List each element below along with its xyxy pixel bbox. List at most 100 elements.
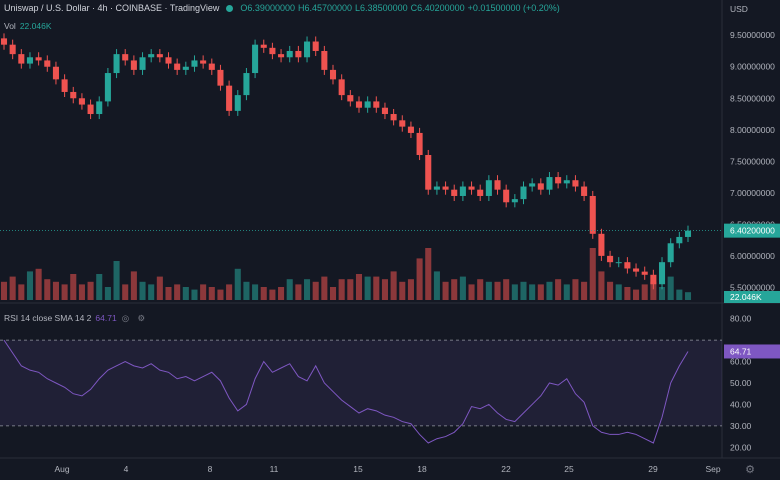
volume-bar	[260, 287, 267, 300]
rsi-tick-label: 80.00	[730, 314, 752, 324]
candle-body	[104, 73, 111, 102]
volume-tag-value: 22.046K	[730, 292, 762, 302]
volume-bar	[416, 258, 423, 300]
volume-bar	[200, 284, 207, 300]
currency-label: USD	[730, 4, 748, 14]
candle-body	[520, 186, 527, 200]
volume-bar	[433, 271, 440, 300]
candle-body	[243, 73, 250, 96]
candle-body	[226, 85, 233, 111]
price-tick-label: 9.50000000	[730, 30, 775, 40]
indicator-settings-icon[interactable]: ◎ ⚙	[121, 313, 149, 323]
volume-bar	[399, 281, 406, 300]
volume-bar	[312, 281, 319, 300]
rsi-value-tag	[724, 344, 780, 359]
volume-bar	[641, 284, 648, 300]
volume-bar	[546, 281, 553, 300]
candle-body	[624, 262, 631, 269]
volume-bar	[113, 261, 120, 300]
candle-body	[295, 50, 302, 58]
volume-bar	[381, 279, 388, 300]
volume-bar	[390, 271, 397, 300]
volume-bar	[529, 284, 536, 300]
grid	[0, 0, 780, 459]
candle-body	[78, 98, 85, 105]
volume-bar	[407, 279, 414, 300]
candle-body	[122, 54, 129, 61]
volume-bar	[347, 279, 354, 300]
candle-body	[477, 189, 484, 196]
candle-body	[61, 79, 68, 92]
candle-body	[139, 57, 146, 70]
candle-body	[399, 120, 406, 127]
rsi-legend[interactable]: RSI 14 close SMA 14 2 64.71 ◎ ⚙	[4, 313, 148, 324]
volume-bar	[511, 284, 518, 300]
time-tick-label: 22	[501, 464, 511, 474]
volume-bar	[321, 276, 328, 300]
candle-body	[598, 233, 605, 256]
candle-body	[667, 243, 674, 263]
volume-bar	[139, 281, 146, 300]
time-tick-label: 11	[270, 464, 279, 474]
volume-bar	[581, 281, 588, 300]
volume-bar	[364, 276, 371, 300]
time-tick-label: 15	[353, 464, 363, 474]
candle-body	[633, 268, 640, 272]
ohlc-high: H6.45700000	[297, 3, 353, 13]
volume-bar	[278, 287, 285, 300]
candle-body	[338, 79, 345, 96]
volume-bar	[182, 287, 189, 300]
time-tick-label: Sep	[705, 464, 720, 474]
candle-body	[451, 189, 458, 196]
candle-body	[537, 183, 544, 190]
candle-body	[191, 60, 198, 67]
time-tick-label: 4	[124, 464, 129, 474]
volume-bar	[122, 284, 129, 300]
volume-bar	[295, 284, 302, 300]
volume-bar	[329, 287, 337, 300]
volume-bar	[572, 279, 579, 300]
volume-bar	[243, 281, 250, 300]
candle-body	[70, 91, 77, 99]
volume-bar	[477, 279, 484, 300]
settings-gear-icon[interactable]: ⚙	[745, 463, 755, 476]
time-tick-label: 18	[417, 464, 427, 474]
candle-body	[329, 69, 337, 80]
volume-bar	[96, 274, 103, 300]
volume-bar	[615, 284, 622, 300]
candle-body	[278, 54, 285, 58]
volume-bar	[598, 271, 605, 300]
volume-bar	[650, 281, 657, 300]
rsi-band	[0, 340, 722, 426]
candle-body	[407, 126, 414, 133]
price-tick-label: 7.00000000	[730, 188, 775, 198]
candle-body	[581, 186, 588, 196]
candle-body	[217, 69, 224, 86]
ohlc-close: C6.40200000	[410, 3, 465, 13]
volume-bar	[0, 281, 8, 300]
volume-bar	[286, 279, 293, 300]
volume-bar	[563, 284, 570, 300]
volume-bar	[104, 287, 111, 300]
candle-body	[615, 262, 622, 264]
volume-bar	[87, 281, 94, 300]
volume-bar	[148, 284, 155, 300]
time-tick-label: 29	[648, 464, 658, 474]
volume-bar	[624, 287, 631, 300]
volume-bars	[0, 248, 692, 300]
price-tick-label: 9.00000000	[730, 62, 775, 72]
candle-body	[260, 44, 267, 48]
candle-body	[44, 60, 51, 67]
candle-body	[416, 132, 423, 155]
volume-bar	[676, 289, 683, 300]
candle-body	[252, 44, 259, 74]
candle-body	[321, 50, 328, 70]
candle-body	[304, 41, 311, 58]
price-axis[interactable]: 9.50000000 9.00000000 8.50000000 8.00000000…	[54, 4, 780, 476]
volume-bar	[35, 268, 42, 300]
volume-bar	[494, 281, 501, 300]
candle-body	[200, 60, 207, 64]
volume-bar	[174, 284, 181, 300]
candle-body	[511, 199, 518, 203]
